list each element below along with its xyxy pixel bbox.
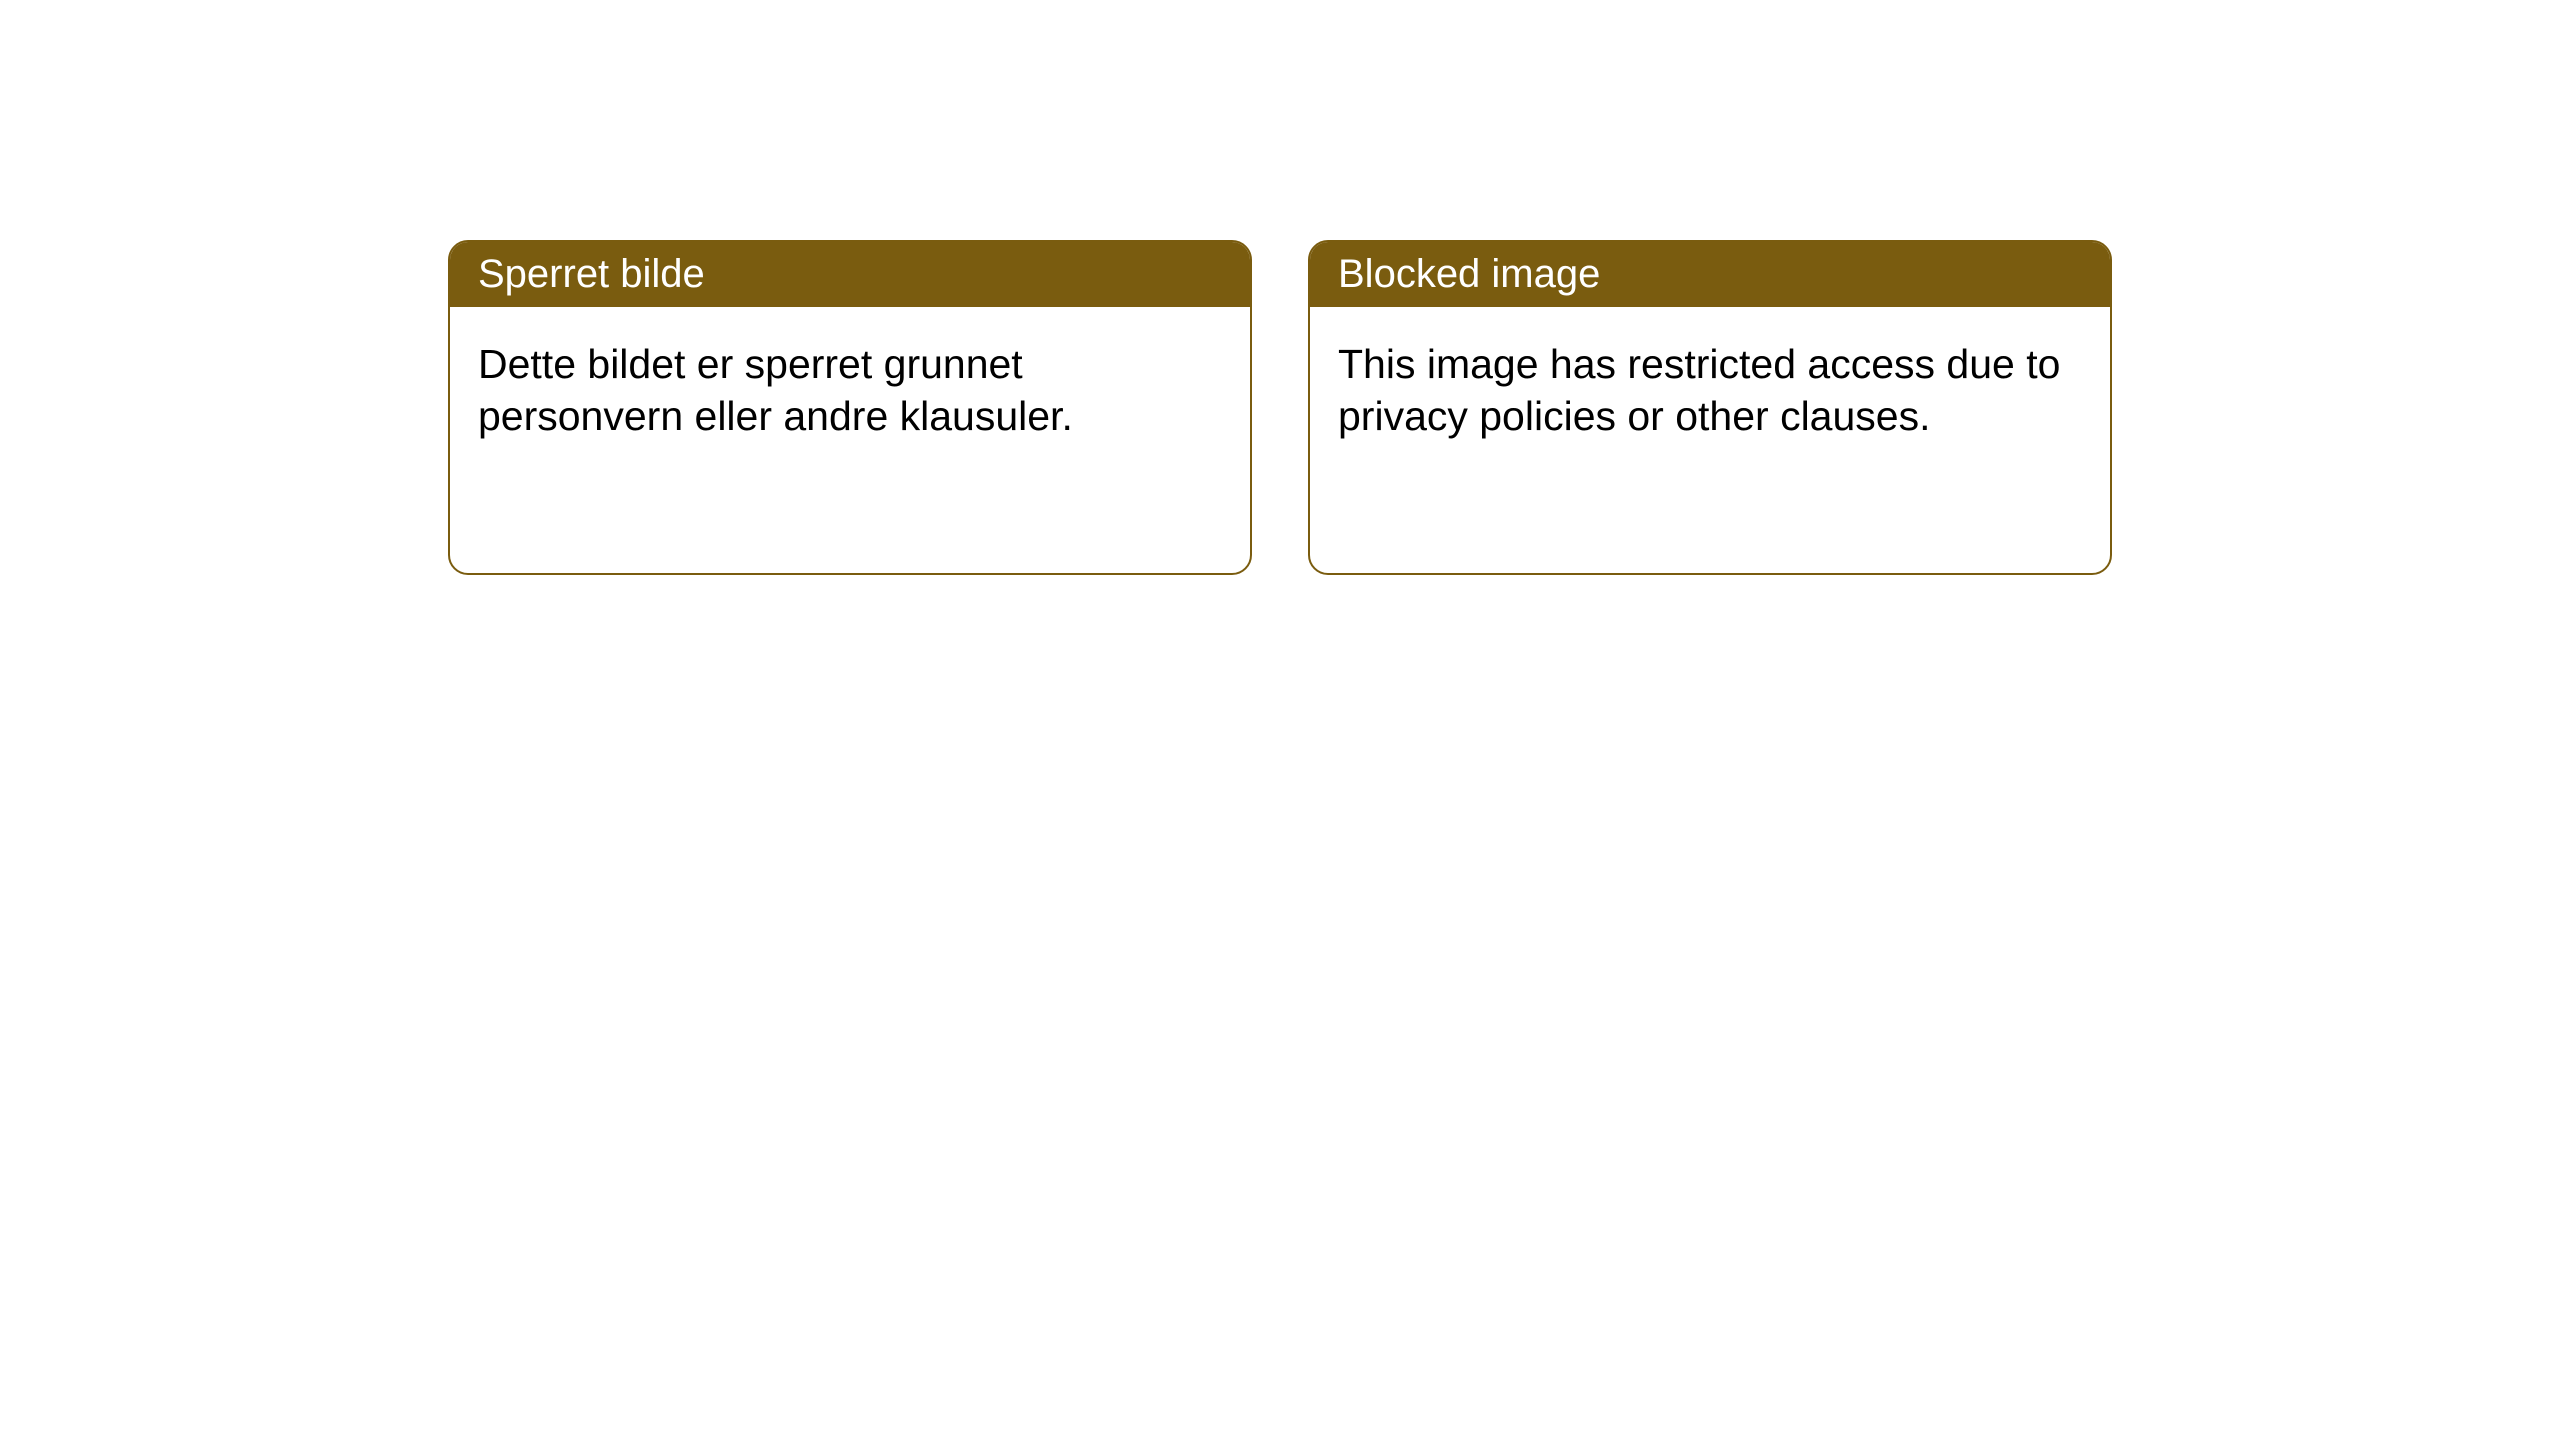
card-body: Dette bildet er sperret grunnet personve…: [450, 307, 1250, 474]
card-title: Blocked image: [1338, 252, 1600, 296]
card-header: Sperret bilde: [450, 242, 1250, 307]
card-title: Sperret bilde: [478, 252, 705, 296]
card-text: This image has restricted access due to …: [1338, 341, 2060, 439]
card-text: Dette bildet er sperret grunnet personve…: [478, 341, 1073, 439]
card-header: Blocked image: [1310, 242, 2110, 307]
card-body: This image has restricted access due to …: [1310, 307, 2110, 474]
notice-container: Sperret bilde Dette bildet er sperret gr…: [448, 240, 2560, 575]
notice-card-norwegian: Sperret bilde Dette bildet er sperret gr…: [448, 240, 1252, 575]
notice-card-english: Blocked image This image has restricted …: [1308, 240, 2112, 575]
